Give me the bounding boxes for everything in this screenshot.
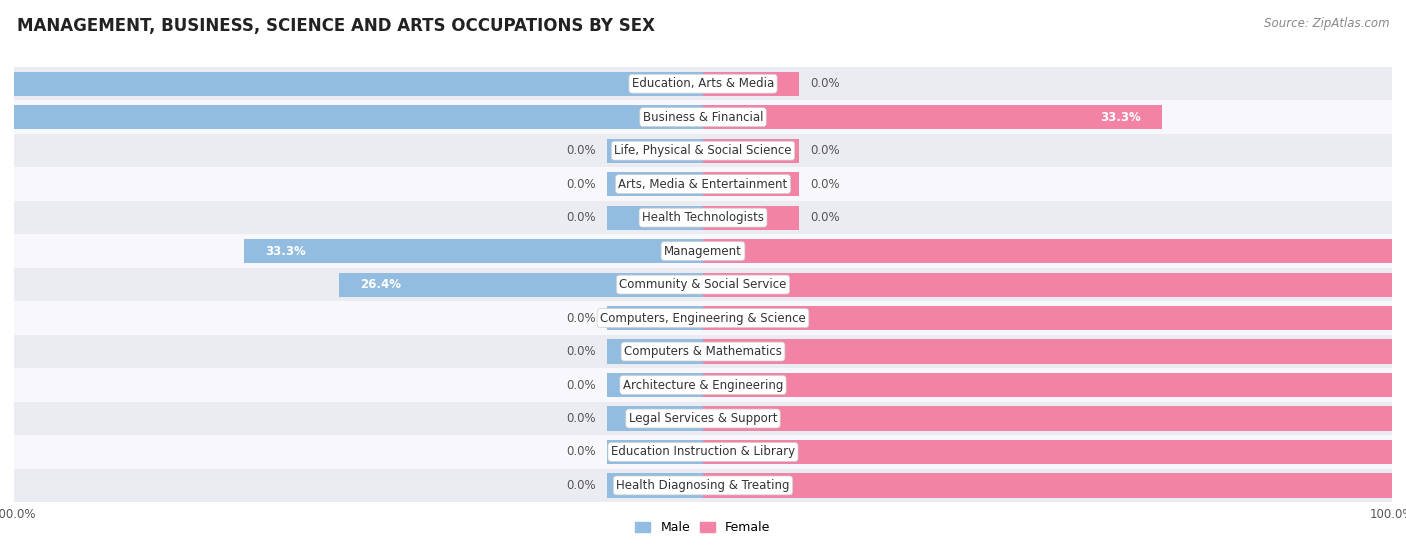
Bar [14,435,1392,469]
Bar [703,105,1161,129]
Text: 0.0%: 0.0% [565,479,596,492]
Text: 0.0%: 0.0% [810,77,841,90]
Text: 26.4%: 26.4% [360,278,401,291]
Bar [606,339,703,364]
Bar [606,440,703,464]
Text: 0.0%: 0.0% [565,211,596,224]
Bar [703,205,800,230]
Text: 0.0%: 0.0% [565,311,596,325]
Text: 0.0%: 0.0% [565,445,596,459]
Bar [703,71,800,96]
Bar [703,473,1406,498]
Text: Arts, Media & Entertainment: Arts, Media & Entertainment [619,177,787,191]
Bar [703,172,800,196]
Legend: Male, Female: Male, Female [630,517,776,540]
Bar [703,138,800,163]
Text: Computers, Engineering & Science: Computers, Engineering & Science [600,311,806,325]
Bar [703,373,1406,397]
Bar [14,67,1392,100]
Text: Legal Services & Support: Legal Services & Support [628,412,778,425]
Text: Community & Social Service: Community & Social Service [619,278,787,291]
Text: 0.0%: 0.0% [810,177,841,191]
Bar [245,239,703,263]
Bar [14,469,1392,502]
Text: 0.0%: 0.0% [565,345,596,358]
Bar [0,71,703,96]
Bar [606,138,703,163]
Bar [703,406,1406,431]
Bar [14,134,1392,167]
Bar [703,239,1406,263]
Bar [14,167,1392,201]
Text: Computers & Mathematics: Computers & Mathematics [624,345,782,358]
Text: Architecture & Engineering: Architecture & Engineering [623,378,783,392]
Text: Education, Arts & Media: Education, Arts & Media [631,77,775,90]
Text: Education Instruction & Library: Education Instruction & Library [612,445,794,459]
Text: 0.0%: 0.0% [565,144,596,157]
Text: Business & Financial: Business & Financial [643,110,763,124]
Bar [606,373,703,397]
Bar [14,234,1392,268]
Bar [606,172,703,196]
Bar [606,473,703,498]
Text: 0.0%: 0.0% [810,211,841,224]
Text: Source: ZipAtlas.com: Source: ZipAtlas.com [1264,17,1389,30]
Text: 0.0%: 0.0% [810,144,841,157]
Text: Management: Management [664,244,742,258]
Bar [606,205,703,230]
Text: MANAGEMENT, BUSINESS, SCIENCE AND ARTS OCCUPATIONS BY SEX: MANAGEMENT, BUSINESS, SCIENCE AND ARTS O… [17,17,655,35]
Bar [14,100,1392,134]
Bar [0,105,703,129]
Bar [339,272,703,297]
Text: 0.0%: 0.0% [565,412,596,425]
Text: Life, Physical & Social Science: Life, Physical & Social Science [614,144,792,157]
Text: Health Diagnosing & Treating: Health Diagnosing & Treating [616,479,790,492]
Bar [14,268,1392,301]
Bar [14,335,1392,368]
Bar [703,339,1406,364]
Bar [14,402,1392,435]
Bar [14,368,1392,402]
Bar [703,272,1406,297]
Bar [703,306,1406,330]
Bar [606,306,703,330]
Bar [703,440,1406,464]
Bar [14,201,1392,234]
Bar [606,406,703,431]
Bar [14,301,1392,335]
Text: 33.3%: 33.3% [1101,110,1142,124]
Text: 33.3%: 33.3% [264,244,305,258]
Text: Health Technologists: Health Technologists [643,211,763,224]
Text: 0.0%: 0.0% [565,378,596,392]
Text: 0.0%: 0.0% [565,177,596,191]
